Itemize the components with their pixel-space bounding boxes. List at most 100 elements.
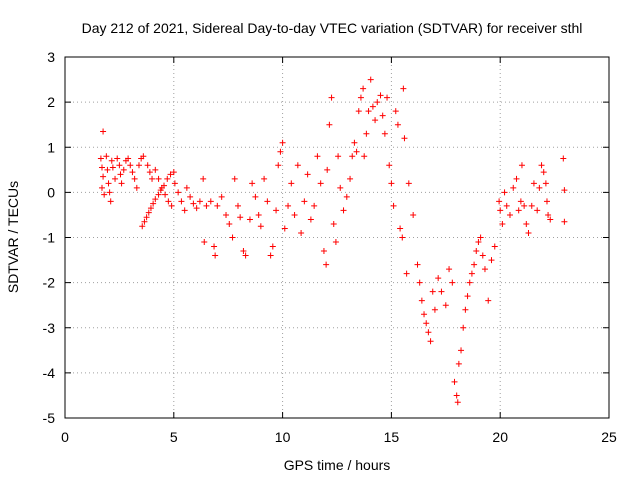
- data-point: [453, 392, 460, 399]
- data-point: [488, 257, 495, 264]
- data-point: [431, 306, 438, 313]
- y-tick-label: 3: [47, 49, 55, 65]
- data-point: [515, 207, 522, 214]
- data-point: [178, 198, 185, 205]
- x-tick-label: 5: [170, 429, 178, 445]
- data-point: [528, 202, 535, 209]
- data-point: [397, 225, 404, 232]
- data-point: [155, 175, 162, 182]
- data-point: [506, 211, 513, 218]
- data-point: [464, 293, 471, 300]
- data-point: [101, 191, 108, 198]
- data-point: [135, 162, 142, 169]
- data-point: [139, 223, 146, 230]
- data-point: [108, 157, 115, 164]
- data-point: [540, 169, 547, 176]
- data-point: [240, 248, 247, 255]
- data-point: [171, 180, 178, 187]
- data-point: [399, 234, 406, 241]
- data-point: [133, 184, 140, 191]
- data-point: [542, 180, 549, 187]
- y-tick-label: -3: [43, 320, 56, 336]
- chart-title: Day 212 of 2021, Sidereal Day-to-day VTE…: [82, 20, 583, 36]
- data-point: [164, 175, 171, 182]
- data-point: [425, 329, 432, 336]
- axis-ticks: [64, 56, 610, 419]
- data-point: [561, 218, 568, 225]
- data-point: [255, 211, 262, 218]
- data-point: [196, 198, 203, 205]
- data-point: [523, 220, 530, 227]
- data-point: [503, 202, 510, 209]
- data-point: [246, 216, 253, 223]
- x-tick-label: 15: [384, 429, 400, 445]
- data-point: [324, 166, 331, 173]
- x-tick-label: 10: [275, 429, 291, 445]
- data-point: [379, 112, 386, 119]
- data-point: [294, 162, 301, 169]
- data-point: [340, 207, 347, 214]
- data-point: [394, 121, 401, 128]
- data-point: [481, 266, 488, 273]
- data-point: [237, 214, 244, 221]
- data-point: [105, 180, 112, 187]
- data-point: [165, 198, 172, 205]
- data-point: [442, 302, 449, 309]
- data-point: [231, 175, 238, 182]
- data-point: [97, 155, 104, 162]
- data-point: [384, 94, 391, 101]
- data-point: [416, 279, 423, 286]
- x-axis-label: GPS time / hours: [284, 457, 391, 473]
- data-point: [349, 153, 356, 160]
- data-point: [158, 184, 165, 191]
- data-point: [103, 153, 110, 160]
- x-tick-label: 25: [601, 429, 617, 445]
- data-point: [264, 198, 271, 205]
- data-point: [109, 164, 116, 171]
- data-point: [335, 153, 342, 160]
- data-point: [438, 288, 445, 295]
- data-point: [414, 261, 421, 268]
- data-point: [223, 211, 230, 218]
- data-points: [97, 76, 568, 406]
- data-point: [536, 184, 543, 191]
- data-point: [363, 130, 370, 137]
- data-point: [501, 189, 508, 196]
- data-point: [114, 155, 121, 162]
- data-point: [510, 184, 517, 191]
- data-point: [369, 103, 376, 110]
- data-point: [543, 198, 550, 205]
- data-point: [326, 121, 333, 128]
- data-point: [538, 162, 545, 169]
- data-point: [98, 184, 105, 191]
- data-point: [347, 175, 354, 182]
- data-point: [343, 193, 350, 200]
- data-point: [100, 173, 107, 180]
- data-point: [530, 180, 537, 187]
- y-tick-label: -5: [43, 410, 56, 426]
- data-point: [183, 184, 190, 191]
- data-point: [460, 324, 467, 331]
- data-point: [497, 207, 504, 214]
- data-point: [365, 108, 372, 115]
- data-point: [218, 193, 225, 200]
- data-point: [314, 153, 321, 160]
- data-point: [337, 184, 344, 191]
- y-tick-label: -1: [43, 230, 56, 246]
- y-tick-label: 1: [47, 139, 55, 155]
- data-point: [131, 175, 138, 182]
- data-point: [328, 94, 335, 101]
- data-point: [534, 207, 541, 214]
- data-point: [275, 162, 282, 169]
- data-point: [485, 297, 492, 304]
- data-point: [116, 162, 123, 169]
- data-point: [446, 266, 453, 273]
- data-point: [372, 117, 379, 124]
- data-point: [252, 193, 259, 200]
- data-point: [146, 169, 153, 176]
- data-point: [491, 243, 498, 250]
- data-point: [547, 216, 554, 223]
- data-point: [152, 196, 159, 203]
- data-point: [242, 252, 249, 259]
- data-point: [273, 207, 280, 214]
